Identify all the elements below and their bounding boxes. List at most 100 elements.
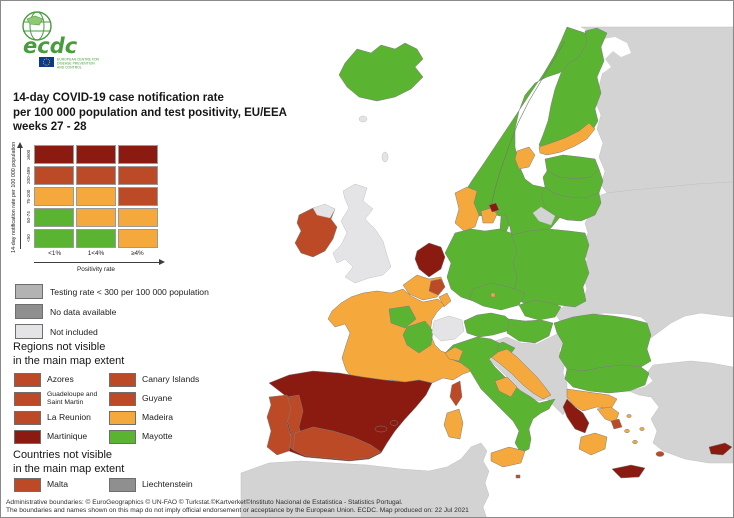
map-region-croatia-coast [490,348,552,400]
regions-not-visible-list: Azores Canary Islands Guadeloupe and Sai… [14,370,230,446]
matrix-y-axis-label: 14-day notification rate per 100 000 pop… [11,141,17,253]
map-region-shetland [381,151,389,163]
list-item-canary-islands: Canary Islands [109,370,230,389]
matrix-cell [118,166,158,185]
map-region-peloponnese [578,432,608,456]
legend-item-testing-rate: Testing rate < 300 per 100 000 populatio… [15,284,209,299]
map-region-sardinia [443,408,464,440]
mayotte-swatch [109,429,136,444]
legend-item-no-data: No data available [15,304,209,319]
map-title-line3: weeks 27 - 28 [13,121,87,134]
europe-map [240,26,733,517]
matrix-y-axis-arrow [17,142,23,249]
list-item-guyane: Guyane [109,389,230,408]
matrix-row-label: 50-74 [26,211,31,224]
map-region-aegean-island [624,428,630,434]
map-region-prague [490,292,496,298]
matrix-x-axis-arrow [34,259,165,265]
matrix-cell [34,229,74,248]
list-item-azores: Azores [14,370,109,389]
footer-line1: Administrative boundaries: © EuroGeograp… [6,499,403,506]
matrix-row-label: ≥500 [26,149,31,160]
eu-flag-icon [39,57,54,67]
map-region-north-africa [240,442,490,517]
list-item-liechtenstein: Liechtenstein [109,475,230,494]
matrix-col-label: ≥4% [130,250,144,257]
map-region-austria [463,312,512,338]
matrix-cell [76,229,116,248]
countries-not-visible-heading: Countries not visible in the main map ex… [13,449,125,476]
map-region-romania [553,313,652,372]
matrix-row-label: 200-499 [26,167,31,184]
map-region-hungary [506,318,554,344]
map-region-poland [510,228,590,310]
list-item-madeira: Madeira [109,408,230,427]
matrix-cell [34,145,74,164]
matrix-row-labels: ≥500 200-499 75-200 50-74 <50 [24,145,33,248]
matrix-grid [34,145,158,248]
map-region-italy [444,336,556,454]
list-item-mayotte: Mayotte [109,427,230,446]
matrix-row-label: 75-200 [26,189,31,204]
map-region-united-kingdom [332,183,392,284]
map-region-aegean-island [626,414,632,418]
map-region-iceland [338,42,424,102]
logo-org-line3: AND CONTROL [57,66,82,70]
map-region-northern-ireland [312,203,336,219]
map-region-greece-west [562,398,590,434]
map-region-italy-central [494,376,518,398]
list-item-martinique: Martinique [14,427,109,446]
map-region-turkey [628,360,733,464]
map-region-sicily [490,446,526,468]
map-region-kaliningrad [532,206,556,226]
map-region-balearics [374,425,388,433]
not-included-swatch [15,324,43,339]
map-region-switzerland [431,315,465,342]
legend-item-not-included: Not included [15,324,209,339]
map-region-gotland [499,213,510,236]
ecdc-logo: ecdc EUROPEAN CENTRE FOR DISEASE PREVENT… [22,11,100,70]
matrix-col-label: <1% [48,250,62,257]
logo-org-line1: EUROPEAN CENTRE FOR [57,58,100,62]
canary-islands-swatch [109,372,136,387]
list-item-malta: Malta [14,475,109,494]
map-title-line1: 14-day COVID-19 case notification rate [13,92,224,104]
matrix-cell [118,187,158,206]
matrix-cell [118,208,158,227]
map-region-slovakia [518,299,562,321]
map-region-malta [515,474,521,479]
matrix-cell [34,166,74,185]
logo-wordmark: ecdc [23,34,78,58]
matrix-x-axis-label: Positivity rate [76,266,115,273]
rate-positivity-matrix-legend: 14-day notification rate per 100 000 pop… [9,141,194,278]
regions-not-visible-heading: Regions not visible in the main map exte… [13,341,125,368]
legend-label: No data available [50,306,117,317]
matrix-col-label: 1<4% [87,250,105,257]
map-region-finland-south-coast [538,122,596,156]
matrix-cell [76,208,116,227]
map-region-aegean-island [639,427,645,431]
map-region-netherlands [414,242,446,278]
footer-line2: The boundaries and names shown on this m… [6,506,469,514]
map-region-rhodes [655,451,665,457]
map-title: 14-day COVID-19 case notification rate p… [13,91,287,135]
guyane-swatch [109,391,136,406]
matrix-cell [76,145,116,164]
map-region-crete [611,464,646,479]
map-title-line2: per 100 000 population and test positivi… [13,106,287,119]
malta-swatch [14,477,41,492]
matrix-col-labels: <1% 1<4% ≥4% [34,250,158,257]
matrix-row-label: <50 [26,234,31,243]
la-reunion-swatch [14,410,41,425]
map-region-belgium-east [428,278,446,296]
map-region-lithuania [540,186,602,222]
matrix-cell [34,208,74,227]
map-region-balearics [389,420,399,426]
map-region-france-east [402,320,434,354]
map-region-corsica [449,380,463,407]
azores-swatch [14,372,41,387]
countries-not-visible-list: Malta Liechtenstein [14,475,230,494]
map-region-denmark [454,186,480,232]
map-region-greece-east [596,406,620,424]
